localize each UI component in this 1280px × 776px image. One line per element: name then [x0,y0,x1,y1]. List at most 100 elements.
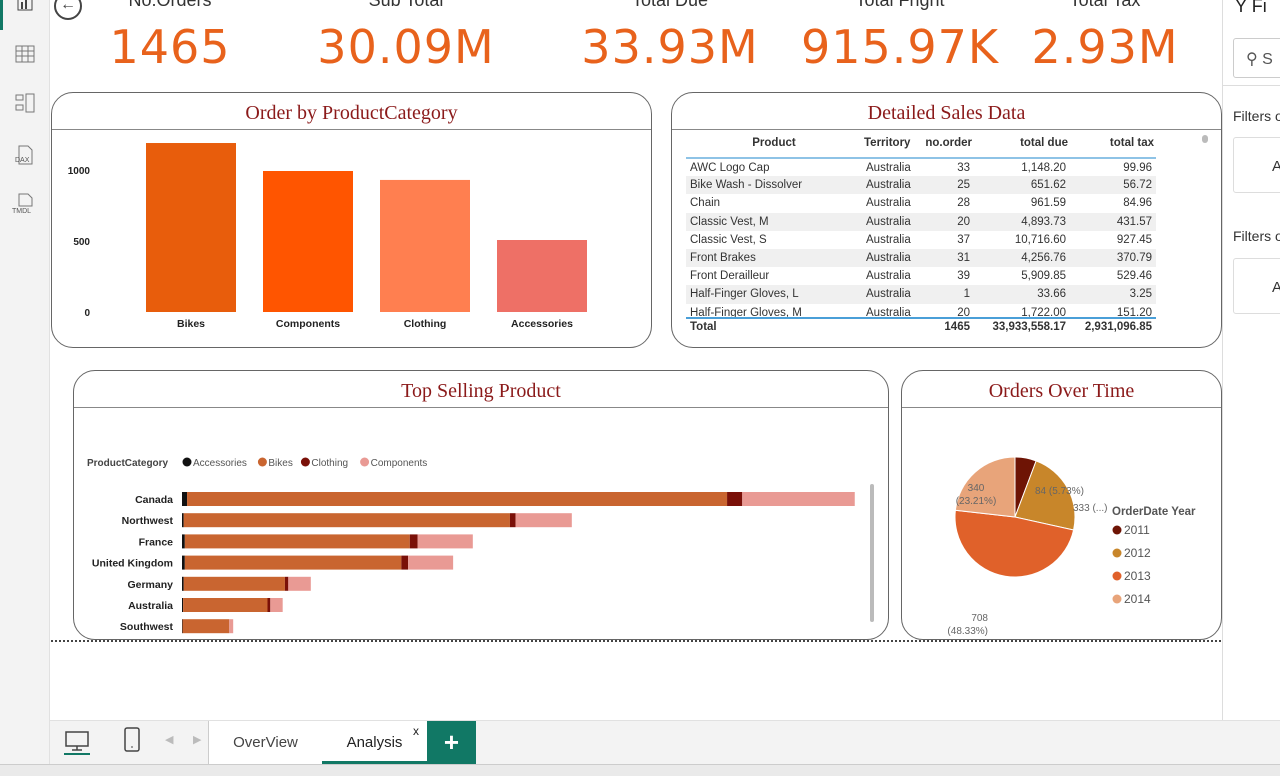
tab-analysis[interactable]: Analysis [322,721,427,765]
pie-chart: 84 (5.73%) 333 (...) 708 (48.33%) 340 (23.21%… [947,456,1196,637]
table-header: Product Territory no.order total due total t… [686,133,1156,159]
top-selling-card: Top Selling Product ProductCategory Acces… [73,370,889,640]
bar-segment [515,513,572,528]
bar-segment [187,492,728,506]
bar-segment [288,576,311,591]
chart-title: Top Selling Product [74,371,888,408]
table-cell: 84.96 [1123,197,1152,210]
table-row[interactable]: Front Derailleur Australia 39 5,909.85 529.4… [686,267,1156,286]
legend-marker [1112,548,1122,558]
desktop-view-icon[interactable] [64,729,92,760]
kpi-title: Sub Total [368,0,444,10]
bar-segment [267,598,271,612]
table-row[interactable]: Chain Australia 28 961.59 84.96 [686,194,1156,213]
prev-page-icon[interactable]: ◀ [165,734,174,746]
data-label: 340 [968,483,985,494]
filter-card[interactable]: A [1233,258,1280,314]
data-label: (48.33%) [947,626,988,637]
table-row[interactable]: Front Brakes Australia 31 4,256.76 370.79 [686,248,1156,268]
bar [263,170,353,312]
legend-marker [300,457,310,467]
bar-segment [182,534,185,549]
table-row[interactable]: Classic Vest, M Australia 20 4,893.73 431.57 [686,212,1156,231]
model-icon[interactable] [12,92,38,114]
filters-title: Υ Fi [1235,0,1267,17]
page-tabs-bar: ◀ ▶ OverView Analysis x + [50,720,1280,765]
filter-card[interactable]: A [1233,137,1280,193]
table-cell: 99.96 [1123,161,1152,174]
table-row[interactable]: Half-Finger Gloves, M Australia 20 1,722.00… [686,303,1156,318]
total-cell: Total [690,321,717,333]
column-header[interactable]: total due [974,133,1070,159]
legend-label: 2011 [1124,523,1150,537]
column-header[interactable]: total tax [1070,133,1156,159]
table-cell: 20 [957,306,970,318]
y-tick-label: Germany [127,579,173,591]
total-row: Total 1465 33,933,558.17 2,931,096.85 [686,319,1156,335]
bar-segment [182,576,184,591]
table-cell: Front Derailleur [690,270,770,283]
table-cell: Australia [866,288,911,301]
bar-segment [409,534,418,549]
table-cell: 5,909.85 [1021,270,1066,283]
table-cell: 39 [957,270,970,283]
mobile-view-icon[interactable] [123,727,141,758]
back-button[interactable]: ← [54,0,82,20]
view-sidebar: DAX TMDL [0,0,50,776]
column-header[interactable]: Product [686,133,862,159]
next-page-icon[interactable]: ▶ [193,734,202,746]
column-header[interactable]: no.order [920,133,974,159]
table-title: Detailed Sales Data [672,93,1221,130]
table-row[interactable]: Half-Finger Gloves, L Australia 1 33.66 3.25 [686,285,1156,304]
table-cell: 31 [957,252,970,265]
divider [1223,85,1280,86]
total-cell: 1465 [944,321,970,333]
table-cell: 529.46 [1116,270,1152,283]
x-tick-label: Accessories [511,318,573,330]
legend-label: 2012 [1124,546,1151,560]
scrollbar[interactable] [1202,135,1208,143]
pie-slice [954,509,1075,578]
filter-search-input[interactable]: ⚲ S [1233,38,1280,78]
svg-text:DAX: DAX [15,157,30,164]
kpi-value: 1465 [109,20,231,74]
table-scroll[interactable]: Product Territory no.order total due total t… [686,133,1156,318]
close-tab-button[interactable]: x [413,724,419,738]
table-cell: Australia [866,179,911,192]
table-cell: 33 [957,161,970,174]
y-tick-label: France [139,536,174,548]
y-tick-label: 500 [73,237,90,248]
data-label: (23.21%) [956,496,997,507]
bar-segment [182,555,185,570]
bar-segment [229,619,234,634]
legend-marker [1112,525,1122,535]
y-tick-label: Canada [135,494,173,506]
table-cell: 37 [957,233,970,246]
total-cell: 2,931,096.85 [1084,321,1152,333]
legend-marker [1112,594,1122,604]
kpi-value: 2.93M [1031,20,1179,74]
report-icon[interactable] [12,0,38,16]
table-cell: 25 [957,179,970,192]
tab-overview[interactable]: OverView [208,721,322,765]
add-page-button[interactable]: + [427,721,476,765]
kpi-value: 915.97K [800,20,1000,74]
table-row[interactable]: AWC Logo Cap Australia 33 1,148.20 99.96 [686,158,1156,177]
table-cell: Classic Vest, M [690,215,769,228]
tmdl-icon[interactable]: TMDL [12,192,38,215]
order-by-category-card: Order by ProductCategory 0 500 1000 Bikes Co… [51,92,652,348]
bar-segment [509,513,516,528]
table-row[interactable]: Classic Vest, S Australia 37 10,716.60 927.4… [686,230,1156,249]
table-icon[interactable] [12,44,38,66]
table-cell: Front Brakes [690,252,756,265]
dax-icon[interactable]: DAX [12,144,38,166]
table-cell: Classic Vest, S [690,233,767,246]
bar-segment [182,619,183,634]
scrollbar[interactable] [870,484,874,622]
table-cell: 3.25 [1129,288,1152,301]
table-row[interactable]: Bike Wash - Dissolver Australia 25 651.62 56… [686,176,1156,195]
table-cell: Bike Wash - Dissolver [690,179,803,192]
column-header[interactable]: Territory [862,133,920,159]
bar-segment [183,576,285,591]
bar-segment [184,555,402,570]
